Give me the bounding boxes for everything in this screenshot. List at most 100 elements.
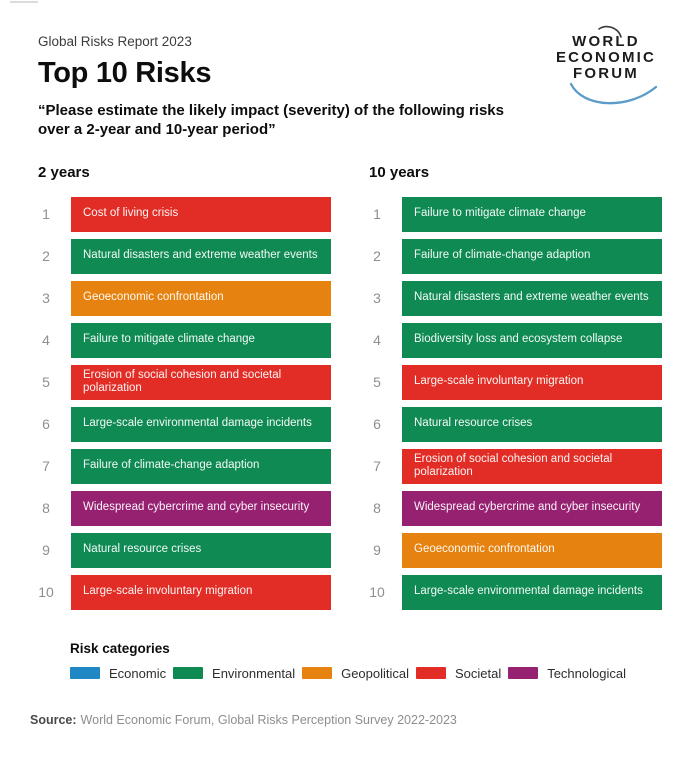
risk-bar: Biodiversity loss and ecosystem collapse <box>402 322 662 358</box>
risk-bar: Large-scale involuntary migration <box>71 574 331 610</box>
risk-rank: 3 <box>373 290 381 306</box>
risk-bar: Widespread cybercrime and cyber insecuri… <box>402 490 662 526</box>
page-crop-mark <box>10 1 38 3</box>
risk-bar: Failure to mitigate climate change <box>402 196 662 232</box>
legend-item-technological: Technological <box>508 666 626 681</box>
risk-bar: Geoeconomic confrontation <box>71 280 331 316</box>
risk-row: 2 Natural disasters and extreme weather e… <box>30 238 331 274</box>
risk-bar: Failure of climate-change adaption <box>71 448 331 484</box>
risk-bar: Natural resource crises <box>71 532 331 568</box>
risk-bar: Large-scale environmental damage inciden… <box>402 574 662 610</box>
wef-swoosh-icon <box>569 25 658 105</box>
risk-row: 7 Erosion of social cohesion and societal… <box>361 448 662 484</box>
risk-rank: 9 <box>373 542 381 558</box>
legend-item-economic: Economic <box>70 666 166 681</box>
legend-swatch-environmental-icon <box>173 667 204 679</box>
risk-rank: 1 <box>42 206 50 222</box>
wef-logo: WORLD ECONOMIC FORUM <box>544 24 668 124</box>
risk-label: Geoeconomic confrontation <box>414 543 555 556</box>
risk-label: Failure of climate-change adaption <box>414 249 591 262</box>
legend-item-geopolitical: Geopolitical <box>302 666 409 681</box>
header: Global Risks Report 2023 Top 10 Risks “P… <box>0 0 696 140</box>
legend-items: Economic Environmental Geopolitical Societa… <box>70 666 626 681</box>
risk-label: Natural disasters and extreme weather ev… <box>414 291 649 304</box>
risk-bar: Widespread cybercrime and cyber insecuri… <box>71 490 331 526</box>
legend-label: Societal <box>454 665 502 681</box>
risk-row: 1 Failure to mitigate climate change <box>361 196 662 232</box>
column-2-years: 2 years 1 Cost of living crisis 2 Natural d… <box>30 164 331 617</box>
legend-label: Economic <box>109 665 167 681</box>
risk-row: 8 Widespread cybercrime and cyber insecur… <box>30 490 331 526</box>
risk-row: 3 Geoeconomic confrontation <box>30 280 331 316</box>
legend-swatch-technological-icon <box>508 667 539 679</box>
risk-row: 2 Failure of climate-change adaption <box>361 238 662 274</box>
risk-rank: 3 <box>42 290 50 306</box>
source-prefix: Source: <box>30 712 77 727</box>
risk-row: 1 Cost of living crisis <box>30 196 331 232</box>
risk-label: Widespread cybercrime and cyber insecuri… <box>83 501 310 514</box>
legend-label: Geopolitical <box>341 665 410 681</box>
risk-label: Widespread cybercrime and cyber insecuri… <box>414 501 641 514</box>
risk-bar: Failure to mitigate climate change <box>71 322 331 358</box>
risk-row: 7 Failure of climate-change adaption <box>30 448 331 484</box>
risk-list-10-years: 1 Failure to mitigate climate change 2 Fail… <box>361 196 662 610</box>
risk-rank: 2 <box>373 248 381 264</box>
risk-row: 8 Widespread cybercrime and cyber insecur… <box>361 490 662 526</box>
risk-bar: Erosion of social cohesion and societal … <box>71 364 331 400</box>
risk-rank: 8 <box>373 500 381 516</box>
risk-rank: 2 <box>42 248 50 264</box>
risk-label: Large-scale environmental damage inciden… <box>414 585 643 598</box>
risk-rank: 1 <box>373 206 381 222</box>
risk-bar: Erosion of social cohesion and societal … <box>402 448 662 484</box>
risk-rank: 9 <box>42 542 50 558</box>
legend-swatch-economic-icon <box>70 667 100 679</box>
risk-row: 4 Failure to mitigate climate change <box>30 322 331 358</box>
risk-rank: 5 <box>42 374 50 390</box>
legend-swatch-societal-icon <box>415 667 446 679</box>
risk-label: Failure of climate-change adaption <box>83 459 260 472</box>
wef-logo-line-2: ECONOMIC <box>555 49 657 66</box>
risk-rank: 5 <box>373 374 381 390</box>
risk-rank: 8 <box>42 500 50 516</box>
legend-label: Environmental <box>212 665 296 681</box>
risk-bar: Large-scale involuntary migration <box>402 364 662 400</box>
risk-rank: 7 <box>42 458 50 474</box>
risk-rank: 10 <box>369 584 385 600</box>
risk-label: Geoeconomic confrontation <box>83 291 224 304</box>
page-title: Top 10 Risks <box>38 57 212 89</box>
legend-item-environmental: Environmental <box>173 666 295 681</box>
risk-label: Erosion of social cohesion and societal … <box>83 368 282 395</box>
risk-label: Large-scale environmental damage inciden… <box>83 417 312 430</box>
risk-row: 6 Large-scale environmental damage incide… <box>30 406 331 442</box>
risk-rank: 4 <box>373 332 381 348</box>
source-line: Source: World Economic Forum, Global Risk… <box>30 713 696 727</box>
risk-bar: Failure of climate-change adaption <box>402 238 662 274</box>
risk-row: 3 Natural disasters and extreme weather e… <box>361 280 662 316</box>
wef-logo-text: WORLD ECONOMIC FORUM <box>544 24 668 82</box>
source-text: World Economic Forum, Global Risks Perce… <box>80 712 457 727</box>
column-10-years: 10 years 1 Failure to mitigate climate ch… <box>361 164 662 617</box>
risk-label: Natural resource crises <box>83 543 202 556</box>
risk-rank: 10 <box>38 584 54 600</box>
legend-swatch-geopolitical-icon <box>302 667 333 679</box>
risk-label: Large-scale involuntary migration <box>83 585 253 598</box>
risk-row: 9 Natural resource crises <box>30 532 331 568</box>
risk-label: Erosion of social cohesion and societal … <box>414 452 613 479</box>
risk-bar: Natural resource crises <box>402 406 662 442</box>
wef-logo-line-1: WORLD <box>572 33 640 50</box>
risk-bar: Cost of living crisis <box>71 196 331 232</box>
legend-item-societal: Societal <box>415 665 502 681</box>
risk-label: Cost of living crisis <box>83 207 179 220</box>
report-label: Global Risks Report 2023 <box>38 34 192 49</box>
risk-label: Biodiversity loss and ecosystem collapse <box>414 333 623 346</box>
risk-row: 5 Large-scale involuntary migration <box>361 364 662 400</box>
risk-bar: Natural disasters and extreme weather ev… <box>402 280 662 316</box>
risk-label: Natural disasters and extreme weather ev… <box>83 249 318 262</box>
legend-label: Technological <box>547 665 626 681</box>
risk-label: Large-scale involuntary migration <box>414 375 584 388</box>
ranking-columns: 2 years 1 Cost of living crisis 2 Natural d… <box>0 140 696 617</box>
risk-rank: 7 <box>373 458 381 474</box>
risk-bar: Natural disasters and extreme weather ev… <box>71 238 331 274</box>
risk-bar: Geoeconomic confrontation <box>402 532 662 568</box>
risk-row: 6 Natural resource crises <box>361 406 662 442</box>
